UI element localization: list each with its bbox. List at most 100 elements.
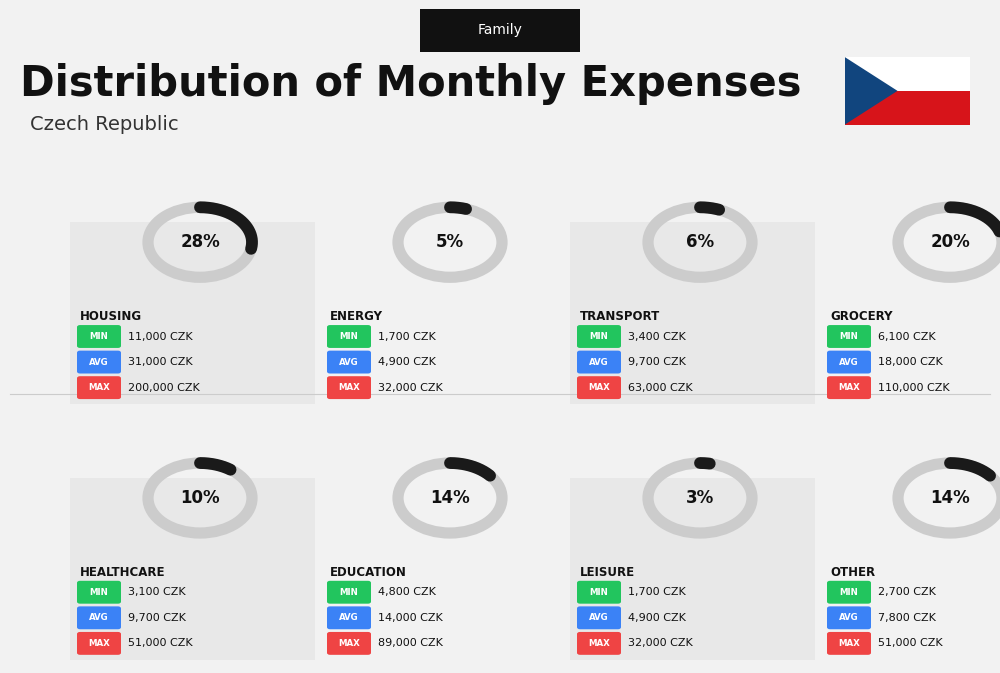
FancyBboxPatch shape (570, 478, 815, 660)
Text: HOUSING: HOUSING (80, 310, 142, 323)
FancyBboxPatch shape (845, 57, 970, 125)
Text: 200,000 CZK: 200,000 CZK (128, 383, 200, 392)
FancyBboxPatch shape (77, 606, 121, 629)
FancyBboxPatch shape (327, 351, 371, 374)
Text: 7,800 CZK: 7,800 CZK (878, 613, 936, 623)
Text: 32,000 CZK: 32,000 CZK (378, 383, 443, 392)
FancyBboxPatch shape (577, 632, 621, 655)
FancyBboxPatch shape (77, 325, 121, 348)
Polygon shape (845, 91, 970, 125)
FancyBboxPatch shape (827, 606, 871, 629)
Text: 14,000 CZK: 14,000 CZK (378, 613, 443, 623)
Text: 6%: 6% (686, 234, 714, 251)
FancyBboxPatch shape (577, 351, 621, 374)
FancyBboxPatch shape (827, 325, 871, 348)
Text: 28%: 28% (180, 234, 220, 251)
Text: 3%: 3% (686, 489, 714, 507)
FancyBboxPatch shape (77, 632, 121, 655)
Text: 6,100 CZK: 6,100 CZK (878, 332, 936, 341)
FancyBboxPatch shape (70, 478, 315, 660)
Text: AVG: AVG (589, 613, 609, 623)
Text: MIN: MIN (840, 588, 858, 597)
Text: MAX: MAX (588, 639, 610, 648)
Text: Distribution of Monthly Expenses: Distribution of Monthly Expenses (20, 63, 802, 105)
Text: 51,000 CZK: 51,000 CZK (128, 639, 193, 648)
FancyBboxPatch shape (827, 581, 871, 604)
Text: AVG: AVG (589, 357, 609, 367)
FancyBboxPatch shape (77, 351, 121, 374)
Text: MAX: MAX (338, 383, 360, 392)
Text: MAX: MAX (88, 383, 110, 392)
FancyBboxPatch shape (827, 632, 871, 655)
Text: MAX: MAX (88, 639, 110, 648)
FancyBboxPatch shape (577, 376, 621, 399)
Text: 1,700 CZK: 1,700 CZK (378, 332, 436, 341)
Text: MIN: MIN (90, 588, 108, 597)
Text: 4,900 CZK: 4,900 CZK (378, 357, 436, 367)
FancyBboxPatch shape (70, 222, 315, 404)
FancyBboxPatch shape (577, 581, 621, 604)
Text: ENERGY: ENERGY (330, 310, 383, 323)
FancyBboxPatch shape (327, 632, 371, 655)
Text: 20%: 20% (930, 234, 970, 251)
Polygon shape (845, 57, 970, 91)
Text: 63,000 CZK: 63,000 CZK (628, 383, 693, 392)
Text: 9,700 CZK: 9,700 CZK (128, 613, 186, 623)
Text: MIN: MIN (340, 332, 358, 341)
Text: AVG: AVG (339, 357, 359, 367)
Text: 14%: 14% (430, 489, 470, 507)
Text: 4,900 CZK: 4,900 CZK (628, 613, 686, 623)
Text: MIN: MIN (90, 332, 108, 341)
Text: 89,000 CZK: 89,000 CZK (378, 639, 443, 648)
FancyBboxPatch shape (570, 222, 815, 404)
Text: AVG: AVG (339, 613, 359, 623)
Text: MIN: MIN (340, 588, 358, 597)
Text: 5%: 5% (436, 234, 464, 251)
FancyBboxPatch shape (827, 376, 871, 399)
FancyBboxPatch shape (327, 376, 371, 399)
Text: MAX: MAX (838, 383, 860, 392)
Text: 110,000 CZK: 110,000 CZK (878, 383, 950, 392)
Polygon shape (845, 57, 898, 125)
Text: AVG: AVG (89, 357, 109, 367)
Text: Family: Family (478, 24, 522, 37)
Text: Czech Republic: Czech Republic (30, 115, 179, 134)
Text: MIN: MIN (590, 332, 608, 341)
FancyBboxPatch shape (77, 376, 121, 399)
Text: TRANSPORT: TRANSPORT (580, 310, 660, 323)
Text: 3,100 CZK: 3,100 CZK (128, 588, 186, 597)
Text: AVG: AVG (839, 357, 859, 367)
FancyBboxPatch shape (327, 581, 371, 604)
FancyBboxPatch shape (577, 325, 621, 348)
Text: 51,000 CZK: 51,000 CZK (878, 639, 943, 648)
Text: GROCERY: GROCERY (830, 310, 893, 323)
Text: 32,000 CZK: 32,000 CZK (628, 639, 693, 648)
Text: 11,000 CZK: 11,000 CZK (128, 332, 193, 341)
Text: 2,700 CZK: 2,700 CZK (878, 588, 936, 597)
Text: 9,700 CZK: 9,700 CZK (628, 357, 686, 367)
Text: AVG: AVG (89, 613, 109, 623)
Text: 14%: 14% (930, 489, 970, 507)
Text: 31,000 CZK: 31,000 CZK (128, 357, 193, 367)
FancyBboxPatch shape (77, 581, 121, 604)
Text: 4,800 CZK: 4,800 CZK (378, 588, 436, 597)
Text: 1,700 CZK: 1,700 CZK (628, 588, 686, 597)
Text: AVG: AVG (839, 613, 859, 623)
Text: OTHER: OTHER (830, 565, 875, 579)
FancyBboxPatch shape (827, 351, 871, 374)
Text: LEISURE: LEISURE (580, 565, 635, 579)
Text: 10%: 10% (180, 489, 220, 507)
Text: EDUCATION: EDUCATION (330, 565, 407, 579)
Text: MAX: MAX (588, 383, 610, 392)
FancyBboxPatch shape (420, 9, 580, 52)
FancyBboxPatch shape (577, 606, 621, 629)
FancyBboxPatch shape (327, 325, 371, 348)
Text: MAX: MAX (338, 639, 360, 648)
Text: 18,000 CZK: 18,000 CZK (878, 357, 943, 367)
FancyBboxPatch shape (327, 606, 371, 629)
Text: MAX: MAX (838, 639, 860, 648)
Text: 3,400 CZK: 3,400 CZK (628, 332, 686, 341)
Text: MIN: MIN (590, 588, 608, 597)
Text: HEALTHCARE: HEALTHCARE (80, 565, 166, 579)
Text: MIN: MIN (840, 332, 858, 341)
